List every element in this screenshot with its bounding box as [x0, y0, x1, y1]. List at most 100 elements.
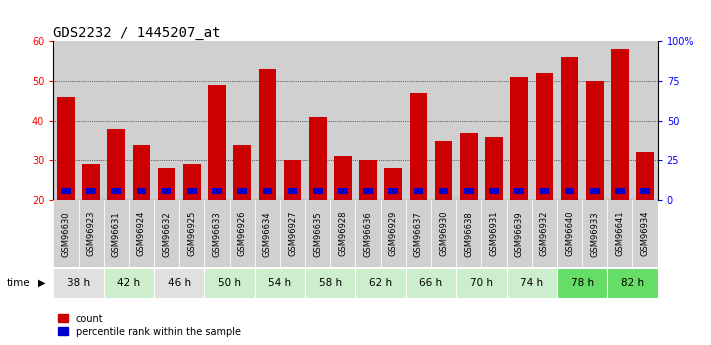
Text: 46 h: 46 h	[168, 278, 191, 288]
Bar	[154, 200, 179, 267]
Bar	[205, 200, 230, 267]
Bar	[582, 200, 607, 267]
Bar	[359, 160, 377, 200]
Text: GSM96636: GSM96636	[363, 211, 373, 257]
Bar	[489, 188, 499, 194]
Bar	[305, 200, 331, 267]
Bar	[615, 188, 625, 194]
Text: GSM96630: GSM96630	[61, 211, 70, 257]
Bar	[535, 73, 553, 200]
Bar	[435, 141, 452, 200]
Text: 82 h: 82 h	[621, 278, 644, 288]
Bar	[305, 41, 331, 200]
Bar	[133, 145, 150, 200]
Bar	[255, 200, 280, 267]
Text: GSM96931: GSM96931	[489, 211, 498, 256]
Bar	[590, 188, 599, 194]
Bar	[456, 268, 506, 298]
Text: time: time	[7, 278, 31, 288]
Bar	[561, 57, 578, 200]
Text: GSM96640: GSM96640	[565, 211, 574, 256]
Bar	[514, 188, 524, 194]
Bar	[154, 268, 205, 298]
Bar	[356, 268, 406, 298]
Text: GSM96637: GSM96637	[414, 211, 423, 257]
Bar	[137, 188, 146, 194]
Bar	[540, 188, 549, 194]
Bar	[456, 41, 481, 200]
Bar	[439, 188, 449, 194]
Bar	[288, 188, 297, 194]
Text: GSM96635: GSM96635	[314, 211, 322, 257]
Text: 38 h: 38 h	[67, 278, 90, 288]
Bar	[532, 200, 557, 267]
Bar	[237, 188, 247, 194]
Bar	[53, 200, 78, 267]
Bar	[57, 97, 75, 200]
Text: GSM96927: GSM96927	[288, 211, 297, 256]
Bar	[284, 160, 301, 200]
Bar	[331, 41, 356, 200]
Bar	[331, 200, 356, 267]
Bar	[187, 188, 197, 194]
Bar	[212, 188, 222, 194]
Text: GSM96632: GSM96632	[162, 211, 171, 257]
Bar	[82, 164, 100, 200]
Bar	[86, 188, 96, 194]
Bar	[107, 129, 125, 200]
Bar	[53, 268, 104, 298]
Bar	[183, 164, 201, 200]
Bar	[640, 188, 650, 194]
Bar	[179, 41, 205, 200]
Text: GSM96924: GSM96924	[137, 211, 146, 256]
Bar	[255, 41, 280, 200]
Bar	[53, 41, 78, 200]
Text: 66 h: 66 h	[419, 278, 443, 288]
Bar	[338, 188, 348, 194]
Bar	[582, 41, 607, 200]
Bar	[431, 200, 456, 267]
Bar	[255, 268, 305, 298]
Bar	[356, 200, 380, 267]
Bar	[380, 41, 406, 200]
Text: ▶: ▶	[38, 278, 46, 288]
Bar	[309, 117, 326, 200]
Bar	[557, 200, 582, 267]
Bar	[557, 41, 582, 200]
Bar	[460, 132, 478, 200]
Bar	[334, 156, 352, 200]
Bar	[208, 85, 226, 200]
Bar	[313, 188, 323, 194]
Bar	[506, 41, 532, 200]
Bar	[636, 152, 654, 200]
Text: GSM96926: GSM96926	[237, 211, 247, 256]
Bar	[510, 77, 528, 200]
Bar	[586, 81, 604, 200]
Text: GSM96930: GSM96930	[439, 211, 448, 256]
Text: GSM96925: GSM96925	[187, 211, 196, 256]
Text: GSM96633: GSM96633	[213, 211, 222, 257]
Bar	[230, 200, 255, 267]
Bar	[385, 168, 402, 200]
Bar	[565, 188, 574, 194]
Text: GSM96638: GSM96638	[464, 211, 474, 257]
Bar	[532, 41, 557, 200]
Text: 54 h: 54 h	[268, 278, 292, 288]
Bar	[431, 41, 456, 200]
Bar	[633, 200, 658, 267]
Bar	[259, 69, 276, 200]
Bar	[104, 41, 129, 200]
Bar	[78, 200, 104, 267]
Bar	[154, 41, 179, 200]
Bar	[414, 188, 423, 194]
Text: GSM96928: GSM96928	[338, 211, 348, 256]
Text: GSM96929: GSM96929	[389, 211, 397, 256]
Bar	[506, 200, 532, 267]
Text: GSM96934: GSM96934	[641, 211, 650, 256]
Bar	[205, 268, 255, 298]
Bar	[363, 188, 373, 194]
Bar	[406, 200, 431, 267]
Bar	[280, 41, 305, 200]
Text: 70 h: 70 h	[470, 278, 493, 288]
Text: GSM96631: GSM96631	[112, 211, 121, 257]
